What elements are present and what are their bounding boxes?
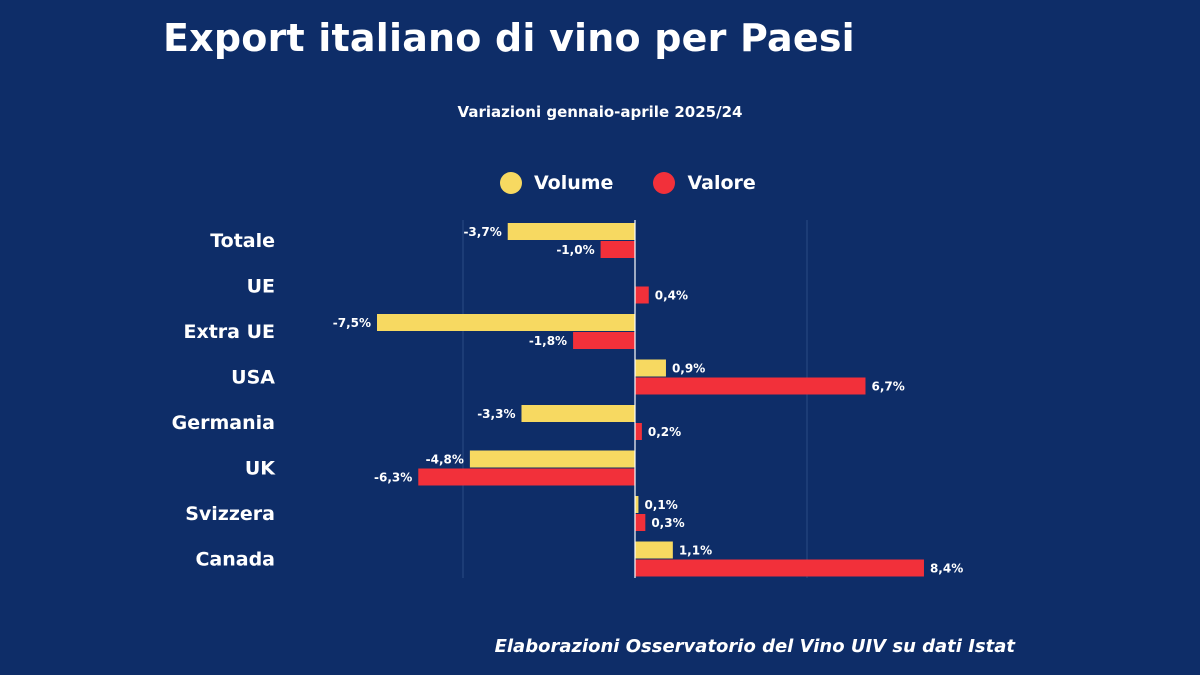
bar-valore-3 [635, 377, 866, 395]
category-label-2: Extra UE [183, 321, 275, 343]
bar-volume-6 [635, 496, 639, 513]
bar-valore-6 [635, 514, 646, 531]
data-label-valore-3: 6,7% [871, 380, 904, 394]
source-note: Elaborazioni Osservatorio del Vino UIV s… [494, 636, 1015, 657]
bar-volume-2 [377, 314, 635, 331]
category-label-4: Germania [172, 412, 275, 434]
category-label-6: Svizzera [185, 503, 275, 525]
bar-volume-4 [521, 405, 635, 422]
bar-valore-0 [600, 241, 635, 258]
data-label-valore-5: -6,3% [374, 471, 412, 485]
bar-volume-0 [507, 223, 635, 240]
bar-volume-3 [635, 359, 666, 377]
data-label-valore-2: -1,8% [529, 334, 567, 348]
bar-valore-7 [635, 559, 924, 577]
category-label-3: USA [231, 367, 275, 389]
bar-volume-5 [469, 450, 635, 468]
legend-label-volume: Volume [534, 172, 614, 194]
data-label-valore-4: 0,2% [648, 425, 681, 439]
category-label-0: Totale [210, 230, 275, 252]
data-label-volume-4: -3,3% [477, 407, 515, 421]
bar-valore-1 [635, 286, 649, 304]
legend: Volume Valore [500, 172, 796, 194]
chart-title: Export italiano di vino per Paesi [163, 16, 855, 60]
chart-subtitle: Variazioni gennaio-aprile 2025/24 [457, 103, 743, 121]
bar-valore-4 [635, 423, 642, 440]
category-label-5: UK [245, 458, 276, 480]
bar-valore-2 [573, 332, 635, 349]
legend-dot-valore [653, 172, 676, 194]
legend-dot-volume [500, 172, 522, 194]
data-label-volume-7: 1,1% [679, 544, 712, 558]
data-label-valore-7: 8,4% [930, 562, 963, 576]
data-label-valore-6: 0,3% [651, 516, 684, 530]
data-label-volume-5: -4,8% [426, 453, 464, 467]
category-label-1: UE [247, 276, 275, 298]
legend-label-valore: Valore [687, 172, 756, 194]
data-label-volume-3: 0,9% [672, 362, 705, 376]
data-label-valore-1: 0,4% [655, 289, 688, 303]
bar-volume-7 [635, 541, 673, 559]
category-label-7: Canada [195, 549, 275, 571]
data-label-volume-6: 0,1% [644, 498, 677, 512]
bar-valore-5 [418, 468, 635, 486]
legend-item-volume: Volume [500, 172, 613, 194]
legend-item-valore: Valore [653, 172, 756, 194]
data-label-valore-0: -1,0% [556, 243, 594, 257]
data-label-volume-2: -7,5% [333, 316, 371, 330]
data-label-volume-0: -3,7% [463, 225, 501, 239]
